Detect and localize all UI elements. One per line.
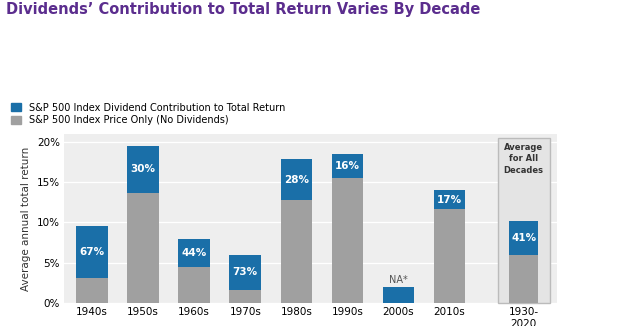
Text: 28%: 28% [284,175,309,185]
Bar [179,239,210,267]
Bar [127,193,159,303]
Bar [230,290,261,303]
Bar [280,159,312,200]
Bar [179,267,210,303]
Bar [230,255,261,290]
Text: 16%: 16% [335,161,360,171]
Bar [76,278,108,303]
Bar [434,190,465,209]
Bar [509,221,538,255]
Text: NA*: NA* [389,274,408,285]
Text: 17%: 17% [437,195,462,205]
Text: 67%: 67% [79,247,105,257]
Bar [383,287,414,303]
Bar [76,227,108,278]
Bar [332,154,364,178]
Y-axis label: Average annual total return: Average annual total return [21,146,31,290]
Bar [509,255,538,303]
Bar [127,146,159,193]
Bar [434,209,465,303]
Text: 41%: 41% [511,233,536,243]
Bar [280,200,312,303]
Text: 44%: 44% [182,248,207,258]
Text: Average
for All
Decades: Average for All Decades [504,143,543,174]
Text: 73%: 73% [233,267,258,277]
FancyBboxPatch shape [497,138,550,303]
Text: 30%: 30% [131,164,156,174]
Text: Dividends’ Contribution to Total Return Varies By Decade: Dividends’ Contribution to Total Return … [6,2,481,17]
Legend: S&P 500 Index Dividend Contribution to Total Return, S&P 500 Index Price Only (N: S&P 500 Index Dividend Contribution to T… [12,103,285,125]
Bar [332,178,364,303]
